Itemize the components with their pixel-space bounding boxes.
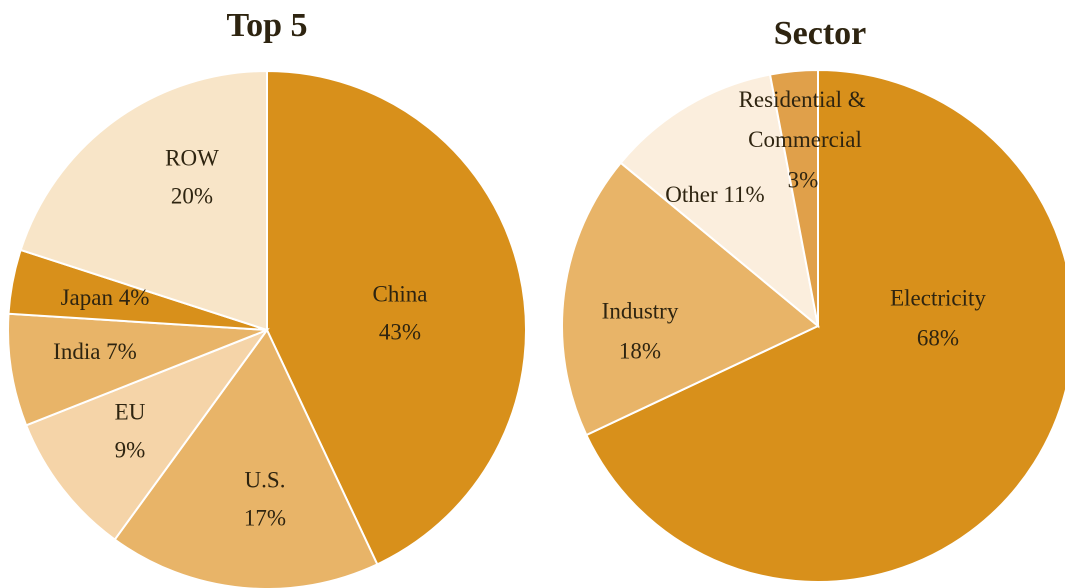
pie-slice — [585, 68, 1065, 583]
pie-slice — [619, 73, 820, 329]
slice-name: China — [373, 281, 428, 306]
slice-value: 9% — [115, 437, 146, 462]
pie-slice — [24, 327, 270, 541]
slice-name: Other — [665, 182, 718, 207]
slice-value: 7% — [106, 339, 137, 364]
name-line: Commercial — [748, 127, 862, 152]
slice-name: India — [53, 339, 100, 364]
slice-value: 20% — [171, 183, 213, 208]
chart-title: Top 5 — [227, 7, 308, 44]
slice-name: ROW — [165, 145, 219, 170]
slice-name: Japan — [61, 285, 114, 310]
slice-label: India 7% — [53, 339, 137, 364]
pie-slice — [7, 312, 268, 427]
chart-title: Sector — [774, 15, 867, 52]
slice-name: U.S. — [245, 467, 286, 492]
slice-value: 18% — [619, 338, 661, 363]
slice-label: Japan 4% — [61, 285, 150, 310]
slice-name: Residential & Commercial — [739, 87, 872, 152]
name-line: Residential & — [739, 87, 872, 112]
slice-value: 17% — [244, 505, 286, 530]
slice-name: EU — [115, 399, 146, 424]
slice-value: 4% — [119, 285, 150, 310]
slice-name: Electricity — [890, 285, 986, 310]
pie-slice — [266, 69, 527, 566]
slice-name: Industry — [602, 298, 679, 323]
slice-value: 43% — [379, 319, 421, 344]
pie-slice — [561, 161, 820, 437]
pie-slice — [19, 69, 268, 332]
slice-value: 11% — [723, 182, 764, 207]
slice-value: 3% — [788, 167, 819, 192]
pie-slice — [768, 68, 819, 327]
slice-label: Other 11% — [665, 182, 764, 207]
slice-value: 68% — [917, 325, 959, 350]
